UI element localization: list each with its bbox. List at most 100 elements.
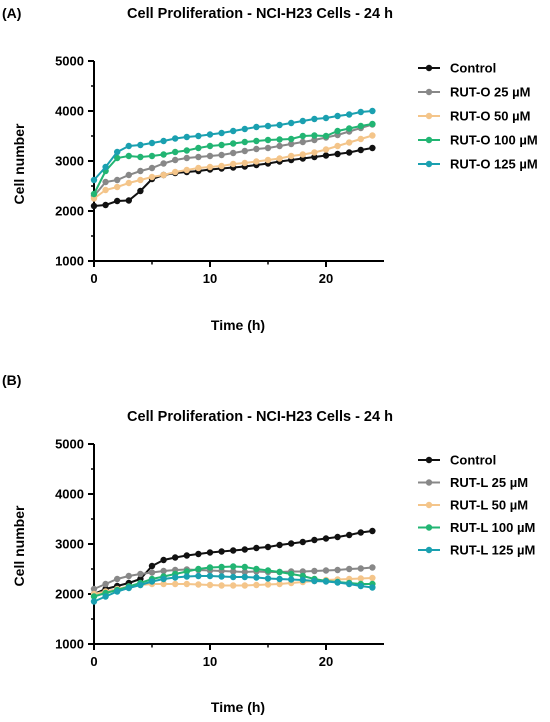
panel-a-data-point bbox=[172, 168, 179, 176]
panel-a-data-point bbox=[346, 139, 353, 146]
panel-b: (B) Cell Proliferation - NCI-H23 Cells -… bbox=[2, 372, 535, 715]
panel-b-data-point bbox=[102, 580, 109, 588]
panel-b-y-tick-label: 1000 bbox=[55, 637, 84, 652]
panel-a-legend: Control RUT-O 25 µM RUT-O 50 µM RUT-O 100 µ… bbox=[418, 61, 538, 172]
panel-a-data-point bbox=[311, 136, 318, 144]
panel-a-data-point bbox=[206, 142, 214, 150]
panel-a-data-point bbox=[311, 115, 318, 123]
panel-b-data-point bbox=[183, 552, 190, 559]
panel-a-y-tick-label: 5000 bbox=[55, 54, 84, 69]
panel-b-data-point bbox=[311, 577, 318, 585]
panel-a-data-point bbox=[369, 120, 376, 128]
panel-a-data-point bbox=[299, 117, 306, 125]
panel-a-data-point bbox=[125, 152, 132, 160]
panel-b-data-point bbox=[195, 550, 202, 558]
panel-b-data-point bbox=[218, 548, 225, 555]
panel-a-data-point bbox=[172, 148, 179, 156]
panel-b-data-point bbox=[125, 584, 132, 592]
panel-b-data-point bbox=[369, 574, 376, 582]
panel-a-data-point bbox=[230, 160, 237, 168]
panel-a-data-point bbox=[299, 151, 306, 158]
panel-a-data-point bbox=[357, 135, 364, 143]
panel-b-data-point bbox=[334, 533, 341, 541]
panel-b-data-point bbox=[253, 544, 260, 552]
panel-a-x-tick-label: 0 bbox=[90, 271, 97, 286]
panel-b-data-point bbox=[172, 574, 179, 581]
panel-a-data-point bbox=[195, 164, 202, 172]
panel-b-title: Cell Proliferation - NCI-H23 Cells - 24 … bbox=[127, 409, 393, 425]
panel-a-data-point bbox=[322, 132, 330, 140]
panel-a-data-point bbox=[276, 155, 283, 162]
panel-a-data-point bbox=[90, 176, 98, 184]
panel-b-data-point bbox=[206, 564, 214, 571]
panel-a-data-point bbox=[218, 162, 225, 170]
panel-b-plot-area: 1000 2000 3000 4000 5000 0 10 20 bbox=[55, 437, 384, 669]
panel-a-data-point bbox=[172, 156, 179, 164]
panel-b-data-point bbox=[183, 573, 190, 580]
panel-a-data-point bbox=[218, 129, 225, 137]
panel-b-data-point bbox=[241, 563, 248, 571]
panel-a-plot-area: 1000 2000 3000 4000 5000 0 10 20 bbox=[55, 54, 384, 286]
panel-b-data-point bbox=[218, 582, 225, 589]
panel-b-data-point bbox=[253, 581, 260, 589]
panel-b-data-point bbox=[276, 541, 283, 549]
panel-a-x-axis-label: Time (h) bbox=[211, 317, 265, 333]
panel-a-legend-swatch-marker bbox=[425, 160, 433, 168]
panel-a-data-point bbox=[206, 131, 214, 138]
panel-a-data-point bbox=[357, 146, 364, 154]
panel-b-data-point bbox=[322, 578, 330, 585]
panel-a-data-point bbox=[148, 139, 156, 147]
panel-a-data-point bbox=[172, 135, 179, 142]
panel-a-data-point bbox=[195, 132, 202, 140]
panel-b-legend-label: Control bbox=[450, 453, 496, 468]
panel-a-data-point bbox=[322, 146, 330, 153]
panel-a-data-point bbox=[334, 112, 341, 120]
panel-b-legend-swatch-marker bbox=[425, 546, 433, 554]
panel-a-data-point bbox=[183, 147, 190, 154]
panel-a-data-point bbox=[102, 186, 109, 194]
panel-a-data-point bbox=[218, 141, 225, 149]
panel-b-data-point bbox=[230, 568, 237, 575]
panel-a-series-line-1 bbox=[93, 123, 373, 197]
panel-b-legend-label: RUT-L 100 µM bbox=[450, 520, 535, 535]
panel-b-data-point bbox=[102, 593, 109, 600]
panel-b-data-point bbox=[160, 556, 167, 564]
panel-b-data-point bbox=[206, 581, 214, 589]
panel-b-data-point bbox=[218, 573, 225, 580]
panel-a-data-point bbox=[183, 133, 190, 141]
panel-a-data-point bbox=[276, 121, 283, 129]
panel-b-data-point bbox=[160, 567, 167, 575]
panel-a-data-point bbox=[230, 149, 237, 157]
panel-a-data-point bbox=[346, 111, 353, 118]
panel-b-data-point bbox=[276, 568, 283, 576]
panel-a-data-point bbox=[114, 154, 121, 162]
panel-b-data-point bbox=[299, 568, 306, 575]
panel-b-data-point bbox=[148, 569, 156, 576]
panel-b-data-point bbox=[241, 568, 248, 576]
panel-b-y-tick-label: 5000 bbox=[55, 437, 84, 452]
panel-a-data-point bbox=[160, 160, 167, 167]
panel-b-data-point bbox=[148, 562, 156, 570]
panel-a-data-point bbox=[148, 164, 156, 172]
panel-b-data-point bbox=[218, 563, 225, 571]
panel-a-data-point bbox=[90, 202, 98, 210]
panel-a-data-point bbox=[90, 195, 98, 202]
panel-b-data-point bbox=[334, 566, 341, 574]
panel-a-data-point bbox=[334, 142, 341, 150]
panel-a-data-point bbox=[137, 153, 144, 161]
panel-b-data-point bbox=[206, 549, 214, 556]
panel-b-legend-label: RUT-L 125 µM bbox=[450, 543, 535, 558]
panel-b-data-point bbox=[230, 582, 237, 589]
panel-a-data-point bbox=[160, 151, 167, 158]
panel-a-data-point bbox=[195, 153, 202, 161]
panel-b-data-point bbox=[137, 570, 144, 578]
panel-b-legend-swatch-marker bbox=[425, 456, 433, 464]
panel-b-data-point bbox=[253, 565, 260, 573]
panel-a-data-point bbox=[334, 150, 341, 158]
panel-b-data-point bbox=[195, 581, 202, 588]
panel-a-data-point bbox=[183, 154, 190, 162]
panel-a-legend-swatch-marker bbox=[425, 64, 433, 72]
panel-b-data-point bbox=[195, 572, 202, 580]
panel-a-data-point bbox=[137, 141, 144, 149]
